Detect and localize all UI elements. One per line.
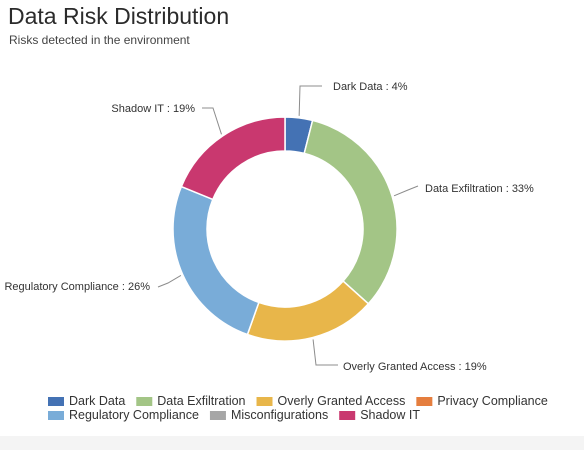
legend-item-data-exfiltration[interactable]: Data Exfiltration: [136, 394, 246, 408]
legend-swatch-privacy-compliance: [416, 397, 433, 406]
slices-layer: [172, 116, 398, 342]
slice-shadow-it[interactable]: [180, 116, 286, 201]
legend-label-privacy-compliance: Privacy Compliance: [437, 394, 548, 408]
leader-line-dark-data: [298, 85, 322, 116]
legend-item-shadow-it[interactable]: Shadow IT: [339, 408, 420, 422]
legend-swatch-shadow-it: [339, 411, 356, 420]
legend-label-shadow-it: Shadow IT: [360, 408, 420, 422]
chart-subtitle: Risks detected in the environment: [9, 33, 190, 47]
legend-swatch-data-exfiltration: [136, 397, 153, 406]
slice-overly-granted-access[interactable]: [246, 280, 370, 342]
donut-chart: Dark Data : 4% Data Exfiltration : 33% Ove…: [4, 81, 548, 422]
legend-label-dark-data: Dark Data: [69, 394, 125, 408]
legend: Dark Data Data Exfiltration Overly Granted…: [48, 394, 548, 422]
legend-swatch-overly-granted-access: [256, 397, 273, 406]
leader-line-shadow-it: [202, 107, 222, 135]
legend-item-regulatory-compliance[interactable]: Regulatory Compliance: [48, 408, 199, 422]
leader-line-overly-granted-access: [312, 339, 338, 366]
slice-regulatory-compliance[interactable]: [172, 185, 260, 336]
slice-label-overly-granted-access: Overly Granted Access : 19%: [343, 361, 487, 373]
leader-lines-layer: [157, 85, 419, 366]
chart-title: Data Risk Distribution: [8, 3, 230, 29]
legend-swatch-misconfigurations: [209, 411, 226, 420]
legend-label-regulatory-compliance: Regulatory Compliance: [69, 408, 199, 422]
legend-label-misconfigurations: Misconfigurations: [231, 408, 328, 422]
legend-item-overly-granted-access[interactable]: Overly Granted Access: [256, 394, 406, 408]
slice-data-exfiltration[interactable]: [303, 119, 398, 305]
legend-item-dark-data[interactable]: Dark Data: [48, 394, 125, 408]
legend-swatch-dark-data: [48, 397, 64, 406]
slice-label-dark-data: Dark Data : 4%: [333, 81, 408, 93]
slice-label-regulatory-compliance: Regulatory Compliance : 26%: [4, 281, 150, 293]
slice-labels-layer: Dark Data : 4% Data Exfiltration : 33% Ove…: [4, 81, 534, 373]
legend-item-misconfigurations[interactable]: Misconfigurations: [209, 408, 328, 422]
legend-swatch-regulatory-compliance: [48, 411, 64, 420]
slice-label-shadow-it: Shadow IT : 19%: [111, 103, 195, 115]
slice-label-data-exfiltration: Data Exfiltration : 33%: [425, 183, 534, 195]
legend-item-privacy-compliance[interactable]: Privacy Compliance: [416, 394, 548, 408]
leader-line-regulatory-compliance: [157, 275, 182, 288]
legend-label-overly-granted-access: Overly Granted Access: [278, 394, 406, 408]
legend-label-data-exfiltration: Data Exfiltration: [157, 394, 245, 408]
bottom-strip: [0, 436, 584, 450]
leader-line-data-exfiltration: [393, 185, 419, 197]
